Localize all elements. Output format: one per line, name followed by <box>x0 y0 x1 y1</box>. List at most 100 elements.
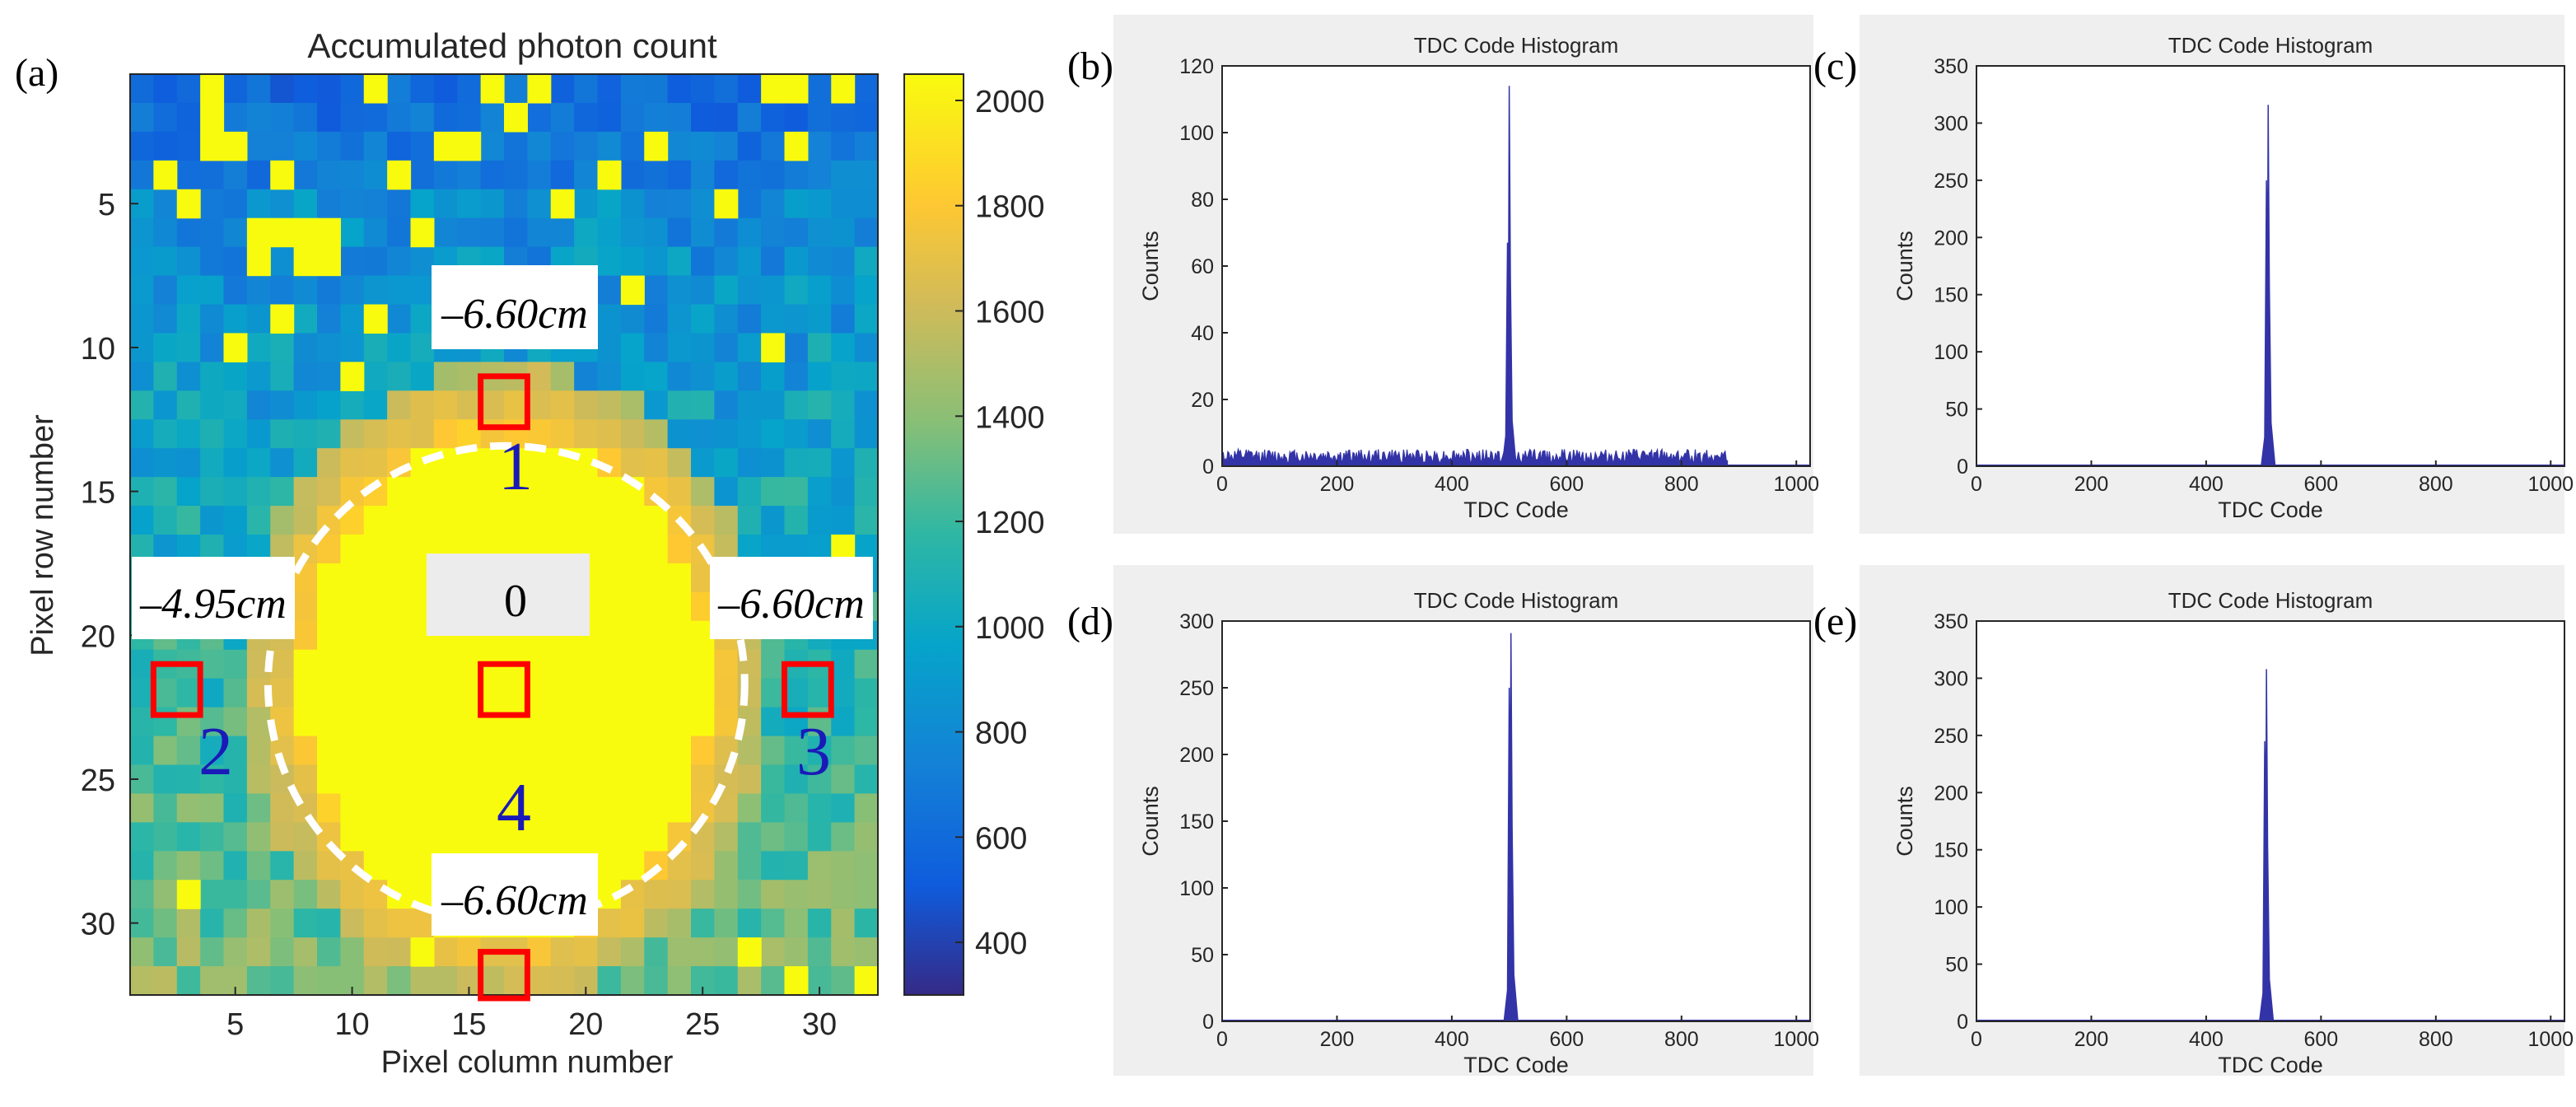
heatmap-cell <box>831 160 856 190</box>
histogram-x-tick-label: 400 <box>2189 473 2224 496</box>
heatmap-cell <box>574 764 599 795</box>
heatmap-cell <box>620 390 645 420</box>
heatmap-cell <box>387 102 412 133</box>
heatmap-cell <box>854 189 879 219</box>
heatmap-cell <box>574 822 599 852</box>
heatmap-cell <box>527 937 552 967</box>
heatmap-cell <box>130 419 154 449</box>
heatmap-cell <box>270 966 295 996</box>
heatmap-cell <box>761 275 786 306</box>
heatmap-cell <box>527 448 552 478</box>
heatmap-cell <box>480 131 505 161</box>
heatmap-cell <box>387 707 412 737</box>
heatmap-cell <box>387 477 412 507</box>
heatmap-cell <box>410 477 435 507</box>
heatmap-cell <box>433 707 458 737</box>
heatmap-cell <box>480 160 505 190</box>
heatmap-cell <box>807 678 832 708</box>
heatmap-cell <box>527 793 552 823</box>
heatmap-cell <box>317 880 341 909</box>
heatmap-cell <box>691 102 715 133</box>
heatmap-cell <box>784 506 809 535</box>
heatmap-cell <box>387 189 412 219</box>
heatmap-cell <box>620 535 645 564</box>
heatmap-cell <box>807 477 832 507</box>
heatmap-cell <box>317 131 341 161</box>
heatmap-cell <box>620 851 645 880</box>
heatmap-cell <box>667 102 692 133</box>
heatmap-cell <box>714 880 739 909</box>
heatmap-cell <box>667 649 692 680</box>
colorbar-ticks: 400 600 800 1000 1200 1400 1600 1800 2000 <box>955 85 1045 961</box>
cm-label-top-text: –6.60cm <box>441 291 588 338</box>
heatmap-cell <box>831 793 856 823</box>
heatmap-cell <box>831 506 856 535</box>
heatmap-cell <box>480 822 505 852</box>
heatmap-cell <box>200 333 225 362</box>
heatmap-cell <box>480 678 505 708</box>
histogram-x-tick-label: 1000 <box>1773 473 1819 496</box>
heatmap-cell <box>223 707 248 737</box>
histogram-y-tick-label: 250 <box>1934 170 1968 193</box>
heatmap-cell <box>527 707 552 737</box>
heatmap-cell <box>317 102 341 133</box>
heatmap-cell <box>504 678 528 708</box>
heatmap-cell <box>691 448 715 478</box>
heatmap-cell <box>246 160 271 190</box>
panel-b: (b) TDC Code Histogram 0 200 400 600 800 1000 0 2… <box>1067 15 1819 534</box>
heatmap-cell <box>527 189 552 219</box>
heatmap-cell <box>784 736 809 766</box>
heatmap-cell <box>550 131 575 161</box>
heatmap-cell <box>620 620 645 651</box>
heatmap-cell <box>854 506 879 535</box>
heatmap-cell <box>714 333 739 362</box>
heatmap-cell <box>831 390 856 420</box>
heatmap-cell <box>340 477 365 507</box>
histogram-y-tick-label: 60 <box>1191 255 1214 278</box>
heatmap-cell <box>737 419 762 449</box>
heatmap-cell <box>644 160 669 190</box>
heatmap-cell <box>527 506 552 535</box>
heatmap-cell <box>293 591 318 622</box>
heatmap-y-tick-label: 5 <box>98 188 115 222</box>
heatmap-cell <box>457 477 482 507</box>
heatmap-cell <box>363 937 388 967</box>
histogram-x-tick-label: 1000 <box>2527 473 2574 496</box>
heatmap-cell <box>433 506 458 535</box>
heatmap-cell <box>200 966 225 996</box>
histogram-y-tick-label: 80 <box>1191 189 1214 212</box>
heatmap-cell <box>807 304 832 334</box>
heatmap-cell <box>550 419 575 449</box>
heatmap-cell <box>433 362 458 391</box>
heatmap-cell <box>200 880 225 909</box>
heatmap-cell <box>270 275 295 306</box>
heatmap-cell <box>831 764 856 795</box>
saturated-pixel <box>784 131 809 161</box>
heatmap-cell <box>620 333 645 362</box>
heatmap-cell <box>807 822 832 852</box>
heatmap-cell <box>200 851 225 880</box>
heatmap-cell <box>527 102 552 133</box>
heatmap-cell <box>667 707 692 737</box>
heatmap-cell <box>504 160 528 190</box>
heatmap-cell <box>293 189 318 219</box>
cm-label-left: –4.95cm <box>132 557 295 639</box>
heatmap-cell <box>457 217 482 248</box>
heatmap-cell <box>691 74 715 104</box>
heatmap-cell <box>153 966 178 996</box>
heatmap-cell <box>854 937 879 967</box>
heatmap-cell <box>761 189 786 219</box>
heatmap-cell <box>504 74 528 104</box>
heatmap-cell <box>831 131 856 161</box>
heatmap-cell <box>246 304 271 334</box>
heatmap-cell <box>200 736 225 766</box>
heatmap-cell <box>714 851 739 880</box>
region-box-1 <box>478 373 530 431</box>
heatmap-cell <box>153 74 178 104</box>
heatmap-cell <box>854 333 879 362</box>
heatmap-x-tick-label: 5 <box>226 1007 244 1042</box>
heatmap-cell <box>831 189 856 219</box>
heatmap-cell <box>200 937 225 967</box>
histogram-plot-area <box>1222 621 1810 1021</box>
heatmap-cell <box>644 764 669 795</box>
